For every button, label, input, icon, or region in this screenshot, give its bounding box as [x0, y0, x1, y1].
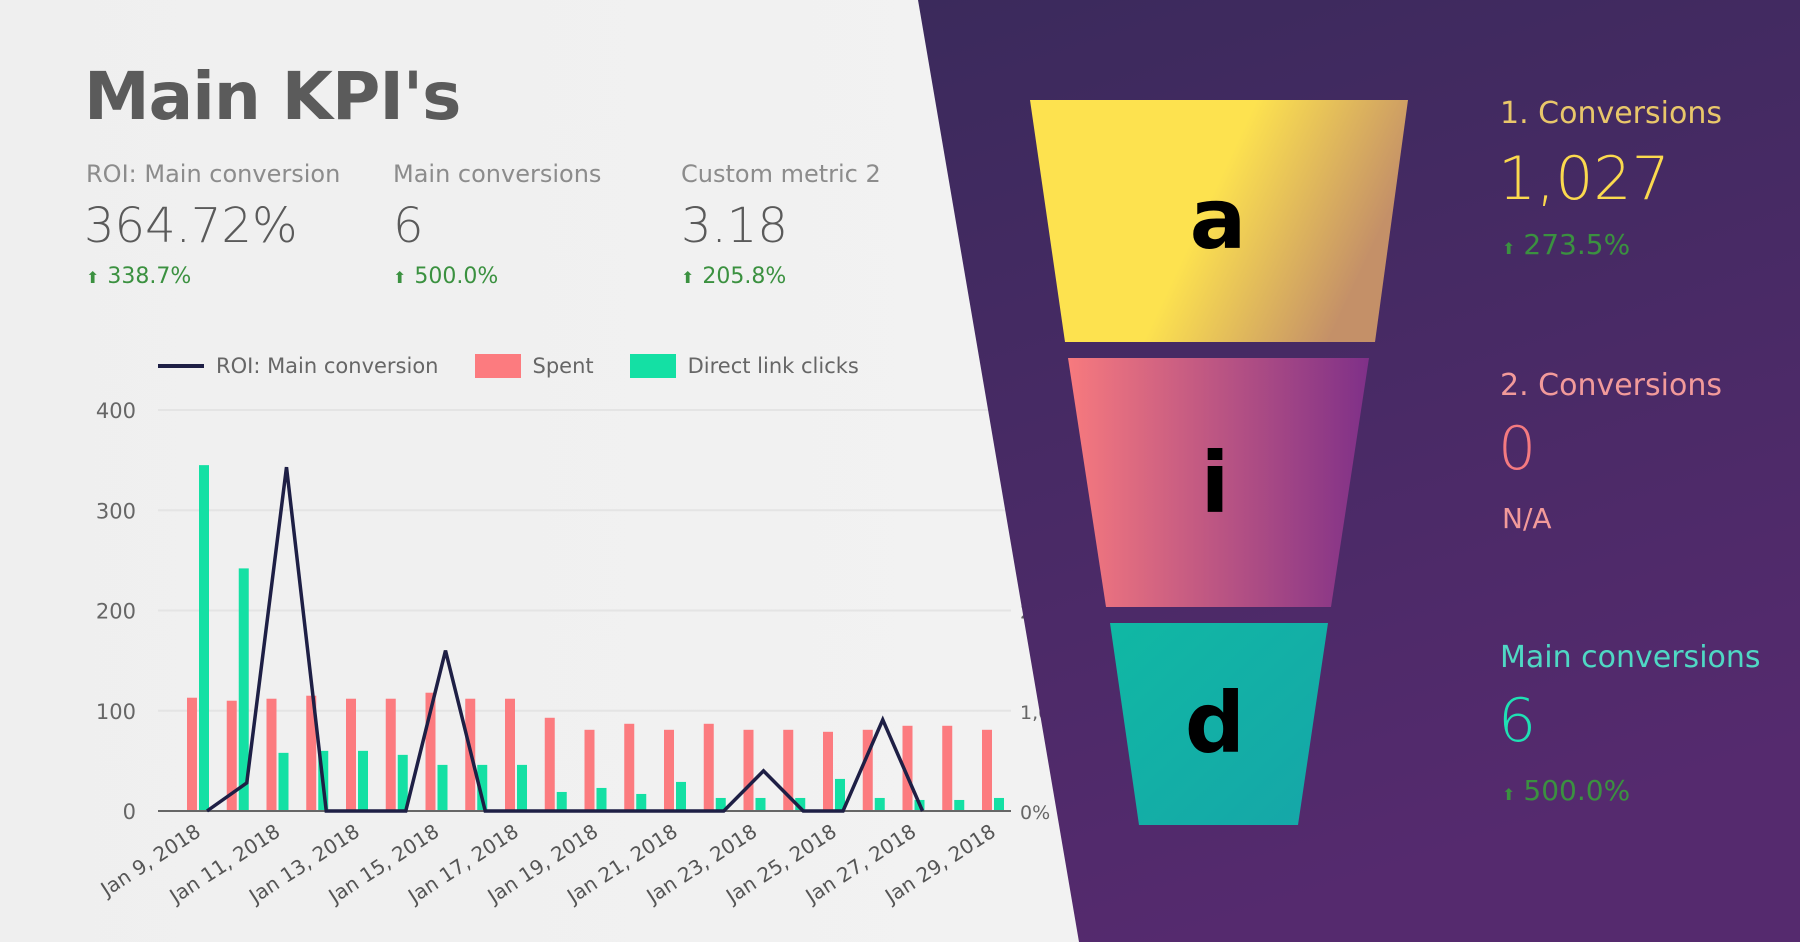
- spent-bar: [783, 729, 794, 811]
- spent-bar: [385, 698, 396, 811]
- clicks-bar: [358, 750, 368, 811]
- legend-clicks-label: Direct link clicks: [687, 354, 859, 378]
- spent-bar: [982, 729, 992, 811]
- arrow-up-icon: ⬆: [681, 268, 695, 287]
- stage-3-value: 6: [1498, 686, 1537, 756]
- spent-bar: [862, 729, 873, 811]
- clicks-bar: [596, 787, 607, 811]
- y-tick-label: 300: [96, 499, 136, 523]
- kpi-custom-delta-text: 205.8%: [702, 264, 787, 289]
- clicks-bar: [517, 764, 527, 811]
- clicks-bar: [835, 778, 845, 811]
- clicks-bar: [874, 797, 885, 811]
- legend-roi-label: ROI: Main conversion: [216, 354, 439, 378]
- kpi-conversions-delta-text: 500.0%: [414, 264, 499, 289]
- spent-bar: [664, 729, 674, 811]
- clicks-bar: [556, 791, 567, 811]
- clicks-bar: [715, 797, 726, 811]
- funnel-stage-i: [1068, 358, 1369, 607]
- arrow-up-icon: ⬆: [1502, 239, 1516, 258]
- kpi-custom-delta: ⬆ 205.8%: [681, 264, 786, 289]
- clicks-bar: [994, 797, 1004, 811]
- clicks-bar: [199, 465, 209, 811]
- arrow-up-icon: ⬆: [1502, 785, 1516, 804]
- kpi-roi-label: ROI: Main conversion: [86, 160, 341, 188]
- arrow-up-icon: ⬆: [86, 268, 100, 287]
- clicks-bar: [954, 799, 965, 811]
- funnel-letter-i: i: [1201, 434, 1230, 532]
- y2-tick-label: 0%: [1020, 802, 1050, 824]
- kpi-roi-delta-text: 338.7%: [107, 264, 192, 289]
- funnel-stage-a: [1030, 100, 1408, 342]
- clicks-bar: [477, 764, 488, 811]
- y-tick-label: 400: [96, 399, 136, 423]
- stage-2-label: 2. Conversions: [1500, 368, 1722, 403]
- kpi-roi-delta: ⬆ 338.7%: [86, 264, 191, 289]
- y-tick-label: 0: [123, 800, 136, 824]
- spent-bar: [624, 723, 635, 811]
- kpi-custom-label: Custom metric 2: [681, 160, 881, 188]
- spent-bar: [306, 695, 317, 811]
- spent-bar: [187, 697, 197, 811]
- spent-bar: [584, 729, 595, 811]
- spent-bar: [346, 698, 356, 811]
- kpi-custom-value: 3.18: [681, 198, 788, 254]
- stage-2-delta: N/A: [1502, 502, 1552, 535]
- funnel-stage-d: [1110, 623, 1328, 825]
- spent-bar: [226, 700, 237, 811]
- stage-1-delta-text: 273.5%: [1523, 228, 1631, 261]
- legend-clicks-swatch: [629, 354, 676, 378]
- spent-bar: [823, 731, 833, 811]
- funnel-letter-a: a: [1190, 170, 1247, 268]
- stage-1-value: 1,027: [1498, 144, 1670, 214]
- spent-bar: [505, 698, 515, 811]
- stage-2-value: 0: [1498, 414, 1537, 484]
- spent-bar: [703, 723, 714, 811]
- stage-3-delta-text: 500.0%: [1523, 774, 1631, 807]
- chart-legend: ROI: Main conversion Spent Direct link c…: [158, 354, 859, 378]
- legend-roi-swatch: [158, 364, 204, 368]
- y-tick-label: 100: [96, 700, 136, 724]
- kpi-conversions-delta: ⬆ 500.0%: [393, 264, 498, 289]
- spent-bar: [425, 692, 436, 811]
- roi-line: [205, 466, 925, 813]
- clicks-bar: [636, 793, 647, 811]
- y-tick-label: 200: [96, 600, 136, 624]
- stage-1-delta: ⬆ 273.5%: [1502, 228, 1630, 261]
- clicks-bar: [676, 781, 686, 811]
- spent-bar: [266, 698, 277, 811]
- legend-spent-label: Spent: [532, 354, 594, 378]
- stage-3-label: Main conversions: [1500, 640, 1761, 675]
- kpi-conversions-label: Main conversions: [393, 160, 602, 188]
- spent-bar: [743, 729, 754, 811]
- legend-spent-swatch: [474, 354, 521, 378]
- funnel-letter-d: d: [1185, 674, 1245, 772]
- spent-bar: [902, 725, 913, 811]
- spent-bar: [942, 725, 953, 811]
- clicks-bar: [278, 752, 289, 811]
- kpi-conversions-value: 6: [393, 198, 424, 254]
- clicks-bar: [755, 797, 766, 811]
- spent-bar: [544, 717, 555, 811]
- arrow-up-icon: ⬆: [393, 268, 407, 287]
- clicks-bar: [437, 764, 448, 811]
- clicks-bar: [795, 797, 806, 811]
- stage-3-delta: ⬆ 500.0%: [1502, 774, 1630, 807]
- page-title: Main KPI's: [84, 58, 461, 135]
- kpi-roi-value: 364.72%: [84, 198, 298, 254]
- clicks-bar: [238, 568, 249, 811]
- stage-1-label: 1. Conversions: [1500, 96, 1722, 131]
- clicks-bar: [397, 754, 408, 811]
